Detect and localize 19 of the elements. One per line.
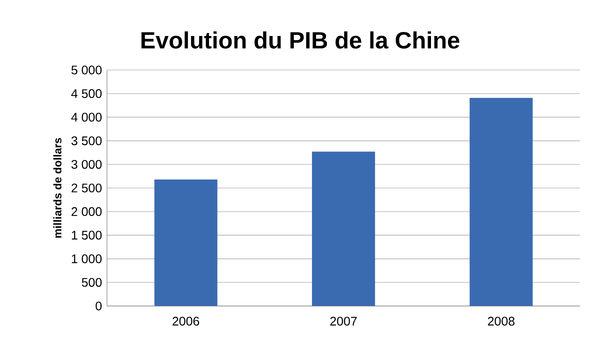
y-tick-label: 4 500 xyxy=(71,89,102,98)
x-tick-label: 2007 xyxy=(330,316,357,326)
y-tick-label: 1 000 xyxy=(72,254,102,264)
y-tick-label: 3 500 xyxy=(71,136,102,146)
y-tick-label: 0 xyxy=(96,302,102,310)
bar xyxy=(312,152,376,306)
bar xyxy=(470,98,533,306)
y-axis-title: milliards de dollars xyxy=(53,138,62,238)
bar xyxy=(154,180,218,306)
y-tick-label: 4 000 xyxy=(71,112,102,122)
x-tick-label: 2008 xyxy=(488,316,514,326)
y-tick-label: 2 500 xyxy=(72,184,102,192)
y-tick-label: 2 000 xyxy=(72,207,102,216)
x-tick-label: 2006 xyxy=(172,316,200,326)
y-tick-label: 3 000 xyxy=(71,160,102,169)
y-tick-label: 500 xyxy=(82,278,102,287)
chart-title: Evolution du PIB de la Chine xyxy=(141,31,460,49)
y-tick-label: 1 500 xyxy=(72,230,102,240)
y-tick-label: 5 000 xyxy=(71,66,102,74)
